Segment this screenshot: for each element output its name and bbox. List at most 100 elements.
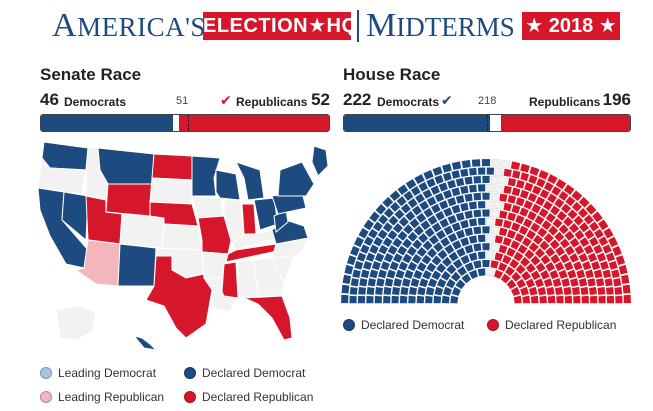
house-seat-democrat (460, 237, 470, 247)
house-seat-republican (606, 286, 614, 295)
house-seat-democrat (359, 278, 368, 287)
house-seat-democrat (451, 204, 461, 214)
state-ak[interactable] (55, 305, 97, 341)
state-mn[interactable] (191, 155, 221, 197)
state-ny[interactable] (277, 161, 315, 197)
house-seat-democrat (473, 175, 482, 184)
state-co[interactable] (119, 213, 165, 249)
state-ia[interactable] (191, 195, 225, 219)
senate-bar-democrat (41, 115, 174, 131)
state-or[interactable] (37, 156, 87, 195)
state-me[interactable] (311, 145, 329, 177)
house-seat-republican (602, 269, 612, 279)
house-seat-republican (511, 222, 521, 232)
state-wi[interactable] (215, 169, 241, 201)
house-seat-democrat (399, 295, 408, 304)
house-seat-republican (569, 223, 580, 234)
house-seat-hemicycle[interactable] (340, 158, 632, 306)
house-seat-democrat (409, 218, 420, 229)
house-seat-republican (613, 278, 622, 287)
house-seat-republican (502, 237, 512, 247)
house-seat-republican (519, 207, 529, 217)
house-seat-democrat (402, 238, 413, 249)
house-seat-democrat (407, 231, 418, 242)
house-seat-republican (589, 286, 597, 295)
house-seat-democrat (447, 232, 458, 243)
legend-dot-icon (184, 367, 196, 379)
house-seat-republican (524, 182, 534, 192)
house-seat-democrat (418, 233, 429, 244)
house-seat-democrat (457, 266, 467, 276)
state-mt[interactable] (97, 147, 155, 185)
house-seat-republican (513, 295, 522, 304)
house-seat-democrat (477, 184, 486, 192)
house-seat-republican (530, 270, 541, 280)
house-seat-undecided (499, 176, 508, 185)
house-seat-democrat (450, 271, 461, 282)
house-seat-democrat (441, 256, 452, 267)
house-seat-democrat (356, 252, 367, 262)
state-in[interactable] (241, 203, 257, 235)
house-seat-undecided (491, 158, 501, 168)
house-seat-republican (579, 222, 590, 233)
house-seat-republican (521, 270, 532, 281)
state-fl[interactable] (243, 295, 293, 341)
state-sd[interactable] (149, 177, 193, 205)
house-seat-democrat (341, 294, 349, 304)
house-seat-democrat (382, 237, 393, 248)
house-seat-republican (576, 269, 586, 279)
house-seat-democrat (468, 167, 477, 176)
house-seat-democrat (407, 198, 418, 209)
state-hi[interactable] (132, 335, 158, 351)
house-seat-democrat (405, 210, 416, 221)
house-seat-undecided (490, 175, 499, 184)
house-seat-republican (499, 210, 508, 219)
house-seat-republican (528, 242, 539, 253)
house-seat-democrat (407, 261, 418, 272)
house-seat-democrat (368, 228, 378, 239)
house-seat-republican (573, 215, 584, 226)
house-seat-republican (511, 286, 521, 296)
legend-label: Declared Republican (505, 318, 617, 332)
house-seat-republican (571, 190, 583, 201)
house-seat-democrat (413, 269, 423, 280)
state-nm[interactable] (117, 243, 157, 287)
house-seat-democrat (403, 190, 414, 201)
state-nv[interactable] (61, 191, 89, 242)
house-seat-democrat (383, 208, 394, 219)
state-nd[interactable] (151, 153, 193, 181)
house-seat-republican (498, 244, 508, 254)
state-ms[interactable] (221, 261, 239, 299)
house-dem-count: 222 (343, 90, 372, 109)
house-seat-republican (585, 203, 597, 215)
house-seat-republican (569, 237, 580, 248)
house-seat-democrat (477, 268, 486, 277)
house-seat-republican (535, 262, 546, 273)
legend-dot-icon (487, 319, 499, 331)
state-wy[interactable] (105, 183, 153, 217)
house-seat-democrat (377, 229, 388, 240)
state-mi[interactable] (235, 161, 265, 201)
house-seat-democrat (428, 278, 438, 288)
house-seat-democrat (447, 197, 457, 207)
house-seat-democrat (431, 203, 441, 214)
house-seat-republican (602, 244, 612, 254)
state-ks[interactable] (161, 223, 203, 251)
senate-us-map[interactable] (36, 140, 331, 355)
house-seat-undecided (494, 184, 504, 193)
state-al[interactable] (237, 259, 259, 299)
house-seat-democrat (440, 237, 451, 247)
state-wa[interactable] (41, 141, 89, 171)
house-seat-democrat (414, 174, 425, 185)
legend-label: Leading Republican (58, 390, 165, 404)
house-seat-republican (531, 203, 541, 214)
house-seat-republican (529, 166, 540, 176)
brand-title-rest: MERICA'S (77, 12, 206, 42)
house-seat-democrat (397, 184, 409, 195)
house-seat-democrat (482, 260, 490, 268)
house-seat-democrat (382, 196, 394, 208)
house-seat-democrat (383, 252, 394, 263)
senate-bar-undecided (173, 115, 180, 131)
house-seat-democrat (380, 261, 390, 271)
house-seat-democrat (383, 286, 392, 295)
